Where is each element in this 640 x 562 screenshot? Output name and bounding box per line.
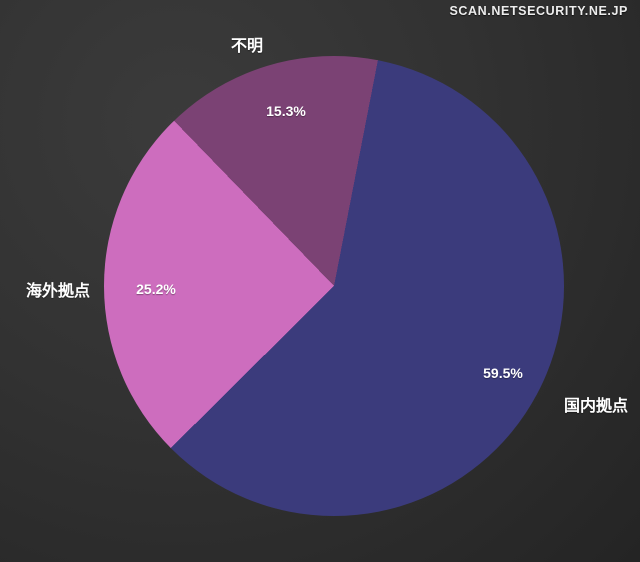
- slice-value-domestic: 59.5%: [483, 365, 523, 381]
- slice-value-unknown: 15.3%: [266, 103, 306, 119]
- watermark: SCAN.NETSECURITY.NE.JP: [449, 4, 628, 18]
- slice-value-overseas: 25.2%: [136, 281, 176, 297]
- slice-label-unknown: 不明: [230, 38, 264, 55]
- slice-label-overseas: 海外拠点: [25, 283, 91, 300]
- pie: [104, 56, 564, 516]
- slice-label-domestic: 国内拠点: [563, 398, 629, 415]
